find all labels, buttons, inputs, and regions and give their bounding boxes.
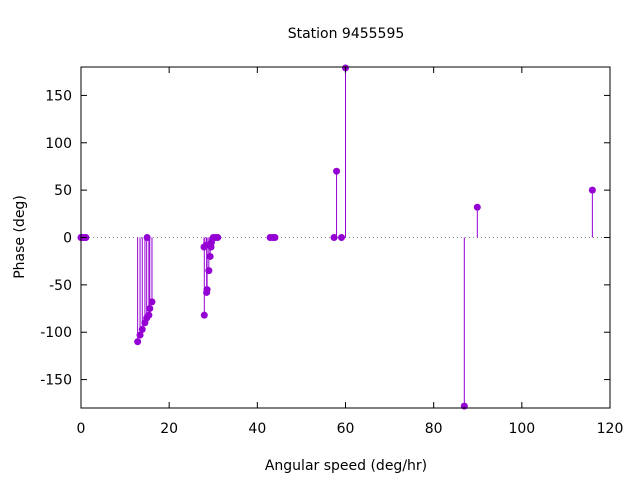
x-tick-label: 100	[508, 421, 535, 437]
data-point	[145, 311, 153, 319]
data-point	[203, 286, 211, 294]
data-point	[200, 311, 208, 319]
data-point	[205, 267, 213, 275]
data-point	[330, 234, 338, 241]
y-tick-label: 150	[45, 88, 72, 104]
y-tick-label: -50	[49, 278, 72, 294]
x-tick-label: 0	[77, 421, 86, 437]
data-point	[214, 234, 222, 241]
y-tick-label: -100	[40, 325, 72, 341]
data-point	[136, 331, 144, 339]
axis-ticks: 0 20 40 60 80 100 120 -150 -100 -50 0 50 100 150	[40, 67, 623, 437]
x-tick-label: 60	[337, 421, 355, 437]
x-axis-label: Angular speed (deg/hr)	[265, 458, 427, 474]
data-point	[473, 203, 481, 211]
data-point	[206, 252, 214, 260]
chart-title: Station 9455595	[288, 26, 405, 42]
x-tick-label: 40	[248, 421, 266, 437]
data-point	[588, 186, 596, 194]
y-tick-label: 50	[54, 183, 72, 199]
y-tick-label: 100	[45, 136, 72, 152]
y-tick-label: 0	[63, 231, 72, 247]
plot-frame	[80, 66, 611, 409]
data-point	[143, 234, 151, 241]
data-point	[146, 305, 154, 313]
data-point	[138, 325, 146, 333]
data-point	[460, 402, 468, 410]
data-point	[333, 167, 341, 175]
x-tick-label: 120	[597, 421, 624, 437]
y-axis-label: Phase (deg)	[12, 195, 28, 279]
y-tick-label: -150	[40, 373, 72, 389]
x-tick-label: 80	[425, 421, 443, 437]
data-point	[271, 234, 279, 241]
data-point	[338, 234, 346, 241]
data-point	[134, 338, 142, 346]
x-tick-label: 20	[160, 421, 178, 437]
data-points	[77, 64, 596, 410]
data-point	[148, 298, 156, 306]
